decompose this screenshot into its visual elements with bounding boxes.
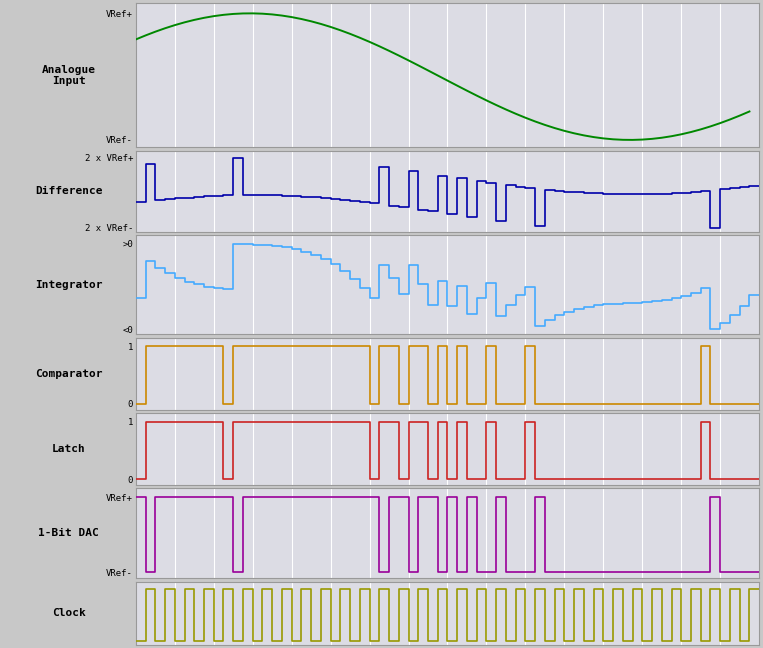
Text: Comparator: Comparator (35, 369, 102, 378)
Text: Analogue
Input: Analogue Input (42, 65, 95, 86)
Text: 1-Bit DAC: 1-Bit DAC (38, 528, 99, 538)
Text: Integrator: Integrator (35, 280, 102, 290)
Text: Latch: Latch (52, 444, 85, 454)
Text: Clock: Clock (52, 608, 85, 618)
Text: Difference: Difference (35, 187, 102, 196)
